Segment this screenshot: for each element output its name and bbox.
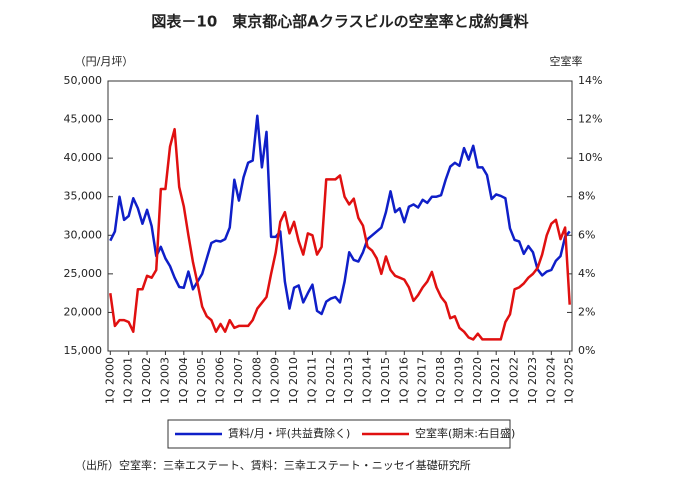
source-note: （出所）空室率：三幸エステート、賃料：三幸エステート・ニッセイ基礎研究所 xyxy=(75,458,471,472)
y2-tick-label: 12% xyxy=(578,113,602,126)
y2-tick-label: 0% xyxy=(578,344,595,357)
y-tick-label: 20,000 xyxy=(64,305,103,318)
y2-tick-label: 6% xyxy=(578,228,595,241)
x-tick-label: 1Q 2003 xyxy=(158,357,171,404)
x-tick-label: 1Q 2018 xyxy=(434,357,447,404)
y2-axis-label: 空室率 xyxy=(550,54,583,68)
y-axis-label: （円/月坪） xyxy=(75,55,134,68)
chart-title: 図表－10 東京都心部Aクラスビルの空室率と成約賃料 xyxy=(151,13,528,31)
x-tick-label: 1Q 2017 xyxy=(416,357,429,404)
legend-box xyxy=(167,419,511,449)
x-tick-label: 1Q 2020 xyxy=(471,357,484,404)
legend-label: 賃料/月・坪(共益費除く) xyxy=(228,426,350,440)
y-tick-label: 45,000 xyxy=(64,113,103,126)
x-tick-label: 1Q 2008 xyxy=(250,357,263,404)
x-tick-label: 1Q 2006 xyxy=(214,357,227,404)
y-tick-label: 15,000 xyxy=(64,344,103,357)
plot-frame xyxy=(107,80,573,352)
y2-tick-label: 4% xyxy=(578,267,595,280)
x-tick-label: 1Q 2011 xyxy=(305,357,318,404)
x-tick-label: 1Q 2021 xyxy=(489,357,502,404)
series-line xyxy=(109,127,571,341)
x-tick-label: 1Q 2000 xyxy=(103,357,116,404)
x-tick-label: 1Q 2023 xyxy=(526,357,539,404)
x-tick-label: 1Q 2014 xyxy=(361,357,374,404)
x-tick-label: 1Q 2005 xyxy=(195,357,208,404)
x-tick-label: 1Q 2013 xyxy=(342,357,355,404)
x-tick-label: 1Q 2002 xyxy=(140,357,153,404)
x-tick-label: 1Q 2016 xyxy=(397,357,410,404)
y-tick-label: 40,000 xyxy=(64,151,103,164)
y-tick-label: 30,000 xyxy=(64,228,103,241)
y-tick-label: 35,000 xyxy=(64,190,103,203)
x-tick-label: 1Q 2015 xyxy=(379,357,392,404)
y2-tick-label: 10% xyxy=(578,151,602,164)
x-tick-label: 1Q 2022 xyxy=(508,357,521,404)
y-tick-label: 25,000 xyxy=(64,267,103,280)
y2-tick-label: 8% xyxy=(578,190,595,203)
y-tick-label: 50,000 xyxy=(64,74,103,87)
series-line xyxy=(109,114,571,316)
x-tick-label: 1Q 2025 xyxy=(563,357,576,404)
y2-tick-label: 14% xyxy=(578,74,602,87)
legend-label: 空室率(期末:右目盛) xyxy=(415,426,515,440)
x-tick-label: 1Q 2007 xyxy=(232,357,245,404)
x-tick-label: 1Q 2024 xyxy=(544,357,557,404)
x-tick-label: 1Q 2004 xyxy=(177,357,190,404)
x-tick-label: 1Q 2009 xyxy=(269,357,282,404)
y2-tick-label: 2% xyxy=(578,305,595,318)
x-tick-label: 1Q 2012 xyxy=(324,357,337,404)
x-tick-label: 1Q 2001 xyxy=(122,357,135,404)
x-tick-label: 1Q 2019 xyxy=(452,357,465,404)
x-tick-label: 1Q 2010 xyxy=(287,357,300,404)
